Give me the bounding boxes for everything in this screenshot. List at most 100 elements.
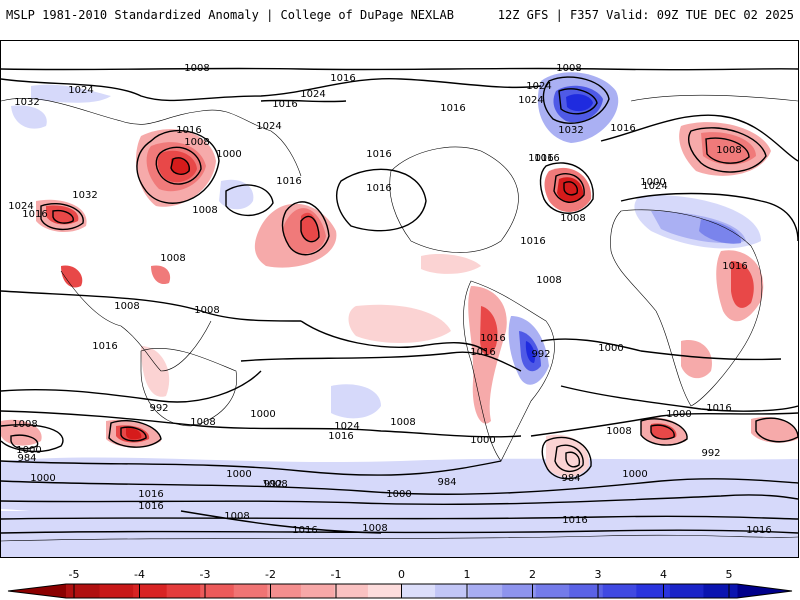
isobar-label: 1016 bbox=[722, 261, 747, 272]
colorbar-tick-label: 3 bbox=[594, 568, 602, 581]
isobar-label: 1008 bbox=[194, 305, 219, 316]
colorbar-tick-label: 2 bbox=[529, 568, 536, 581]
map-title: MSLP 1981-2010 Standardized Anomaly | Co… bbox=[6, 8, 454, 22]
isobar-label: 1016 bbox=[330, 73, 355, 84]
isobar-label: 1032 bbox=[558, 125, 583, 136]
model-run-info: 12Z GFS | F357 Valid: 09Z TUE DEC 02 202… bbox=[497, 8, 794, 22]
colorbar-max-arrow bbox=[737, 584, 792, 598]
isobar-label: 1008 bbox=[560, 213, 585, 224]
isobar-label: 1016 bbox=[440, 103, 465, 114]
isobar-label: 1000 bbox=[250, 409, 275, 420]
colorbar-swatch bbox=[602, 584, 637, 598]
isobar-label: 1016 bbox=[138, 489, 163, 500]
isobar-label: 1024 bbox=[8, 201, 33, 212]
isobar-label: 1032 bbox=[72, 190, 97, 201]
isobar-label: 1000 bbox=[640, 177, 665, 188]
colorbar-tick-label: -5 bbox=[68, 568, 80, 581]
isobar-label: 984 bbox=[17, 453, 36, 464]
isobar-label: 1024 bbox=[642, 181, 667, 192]
colorbar-tick-label: -3 bbox=[199, 568, 211, 581]
colorbar-swatch bbox=[99, 584, 134, 598]
isobar-label: 984 bbox=[561, 473, 580, 484]
colorbar-swatch bbox=[133, 584, 168, 598]
isobar-label: 1000 bbox=[216, 149, 241, 160]
colorbar-swatch bbox=[166, 584, 201, 598]
colorbar-swatch bbox=[703, 584, 738, 598]
isobar-label: 1008 bbox=[536, 275, 561, 286]
isobar-label: 1008 bbox=[556, 63, 581, 74]
isobar-label: 1016 bbox=[520, 236, 545, 247]
isobar-label: 1008 bbox=[12, 419, 37, 430]
isobar-label: 1008 bbox=[190, 417, 215, 428]
isobar-label: 992 bbox=[263, 479, 282, 490]
isobar-label: 1024 bbox=[518, 95, 543, 106]
isobar-label: 1016 bbox=[746, 525, 771, 536]
isobar-label: 1000 bbox=[226, 469, 251, 480]
isobar-label: 1016 bbox=[610, 123, 635, 134]
isobar-label: 1008 bbox=[362, 523, 387, 534]
isobar-label: 1016 bbox=[366, 183, 391, 194]
isobar-label: 1016 bbox=[480, 333, 505, 344]
isobar-label: 1016 bbox=[706, 403, 731, 414]
colorbar-swatch bbox=[267, 584, 302, 598]
isobar-label: 1016 bbox=[92, 341, 117, 352]
isobar-label: 1008 bbox=[224, 511, 249, 522]
isobar-label: 1016 bbox=[272, 99, 297, 110]
isobars bbox=[1, 67, 798, 534]
isobar-label: 1000 bbox=[666, 409, 691, 420]
isobar-label: 1032 bbox=[14, 97, 39, 108]
isobar-label: 1016 bbox=[22, 209, 47, 220]
colorbar-swatch bbox=[233, 584, 268, 598]
isobar-label: 1024 bbox=[334, 421, 359, 432]
colorbar-swatch bbox=[401, 584, 436, 598]
colorbar-swatch bbox=[535, 584, 570, 598]
isobar-label: 1016 bbox=[276, 176, 301, 187]
colorbar-swatch bbox=[502, 584, 537, 598]
colorbar-tick-label: 4 bbox=[660, 568, 667, 581]
isobar-label: 1008 bbox=[606, 426, 631, 437]
colorbar-swatches bbox=[7, 583, 793, 599]
isobar-label: 1016 bbox=[562, 515, 587, 526]
isobar-label: 1008 bbox=[160, 253, 185, 264]
isobar-label: 1000 bbox=[598, 343, 623, 354]
isobar-label: 992 bbox=[531, 349, 550, 360]
isobar-label: 1008 bbox=[192, 205, 217, 216]
isobar-label: 1016 bbox=[534, 153, 559, 164]
isobar-label: 1024 bbox=[256, 121, 281, 132]
colorbar-tick-label: -1 bbox=[330, 568, 342, 581]
colorbar: -5 -4 -3 -2 -1 0 1 2 3 4 5 bbox=[0, 568, 800, 600]
isobar-label: 1016 bbox=[328, 431, 353, 442]
colorbar-swatch bbox=[200, 584, 235, 598]
map-panel: 1008 1008 1016 1024 1024 1024 1032 1016 1016 1024… bbox=[0, 40, 799, 558]
isobar-label: 1008 bbox=[114, 301, 139, 312]
colorbar-swatch bbox=[66, 584, 101, 598]
isobar-label: 1016 bbox=[138, 501, 163, 512]
isobar-label: 1016 bbox=[470, 347, 495, 358]
colorbar-swatch bbox=[468, 584, 503, 598]
isobar-label: 1000 bbox=[386, 489, 411, 500]
isobar-label: 1016 bbox=[528, 153, 553, 164]
colorbar-swatch bbox=[435, 584, 470, 598]
negative-anomaly-shading bbox=[1, 122, 798, 478]
colorbar-tick-label: 5 bbox=[725, 568, 733, 581]
isobar-label: 1016 bbox=[176, 125, 201, 136]
coastlines bbox=[1, 94, 798, 542]
isobar-label: 1000 bbox=[622, 469, 647, 480]
colorbar-tick-label: 0 bbox=[398, 568, 405, 581]
isobar-label: 1016 bbox=[292, 525, 317, 536]
colorbar-swatch bbox=[636, 584, 671, 598]
colorbar-tick-label: 1 bbox=[463, 568, 471, 581]
colorbar-swatch bbox=[300, 584, 335, 598]
isobar-label: 1016 bbox=[366, 149, 391, 160]
colorbar-swatch bbox=[669, 584, 704, 598]
colorbar-swatch bbox=[569, 584, 604, 598]
isobar-label: 1000 bbox=[16, 445, 41, 456]
isobar-label: 992 bbox=[701, 448, 720, 459]
colorbar-tick-label: -2 bbox=[265, 568, 276, 581]
isobar-label: 1008 bbox=[390, 417, 415, 428]
isobar-label: 992 bbox=[149, 403, 168, 414]
colorbar-outline bbox=[7, 583, 793, 599]
isobar-label: 1024 bbox=[300, 89, 325, 100]
